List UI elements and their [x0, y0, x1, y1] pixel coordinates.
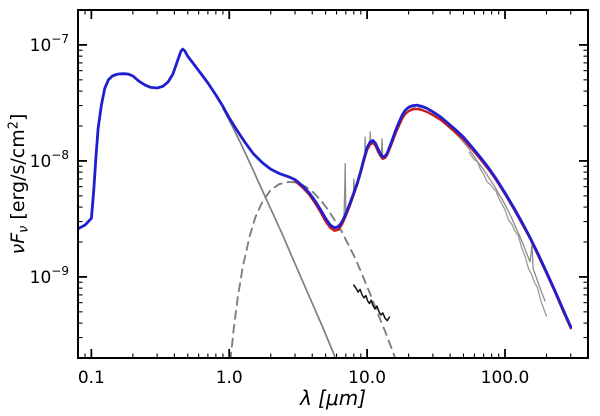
- series-observed-segment-black: [353, 284, 391, 322]
- x-tick-label: 10.0: [348, 368, 386, 388]
- series-stellar-photosphere-gray-solid: [222, 107, 337, 358]
- series-model-total-blue: [78, 47, 573, 329]
- series-observed-spectrum-far-ir-gray: [468, 151, 548, 317]
- series-model-fit-red: [293, 107, 572, 330]
- y-tick-label: 10−7: [30, 32, 69, 56]
- y-axis-title: νFν [erg/s/cm2]: [6, 113, 32, 255]
- y-tick-label: 10−9: [30, 264, 69, 288]
- y-tick-label: 10−8: [30, 148, 69, 172]
- x-axis-title: λ [μm]: [299, 386, 367, 410]
- axis-ticks: [77, 9, 589, 359]
- plot-frame: [77, 9, 589, 359]
- series-hot-dust-component-gray-dashed: [229, 180, 397, 358]
- x-tick-label: 100.0: [481, 368, 530, 388]
- series-group: [78, 47, 573, 358]
- x-tick-label: 0.1: [78, 368, 105, 388]
- x-tick-label: 1.0: [216, 368, 243, 388]
